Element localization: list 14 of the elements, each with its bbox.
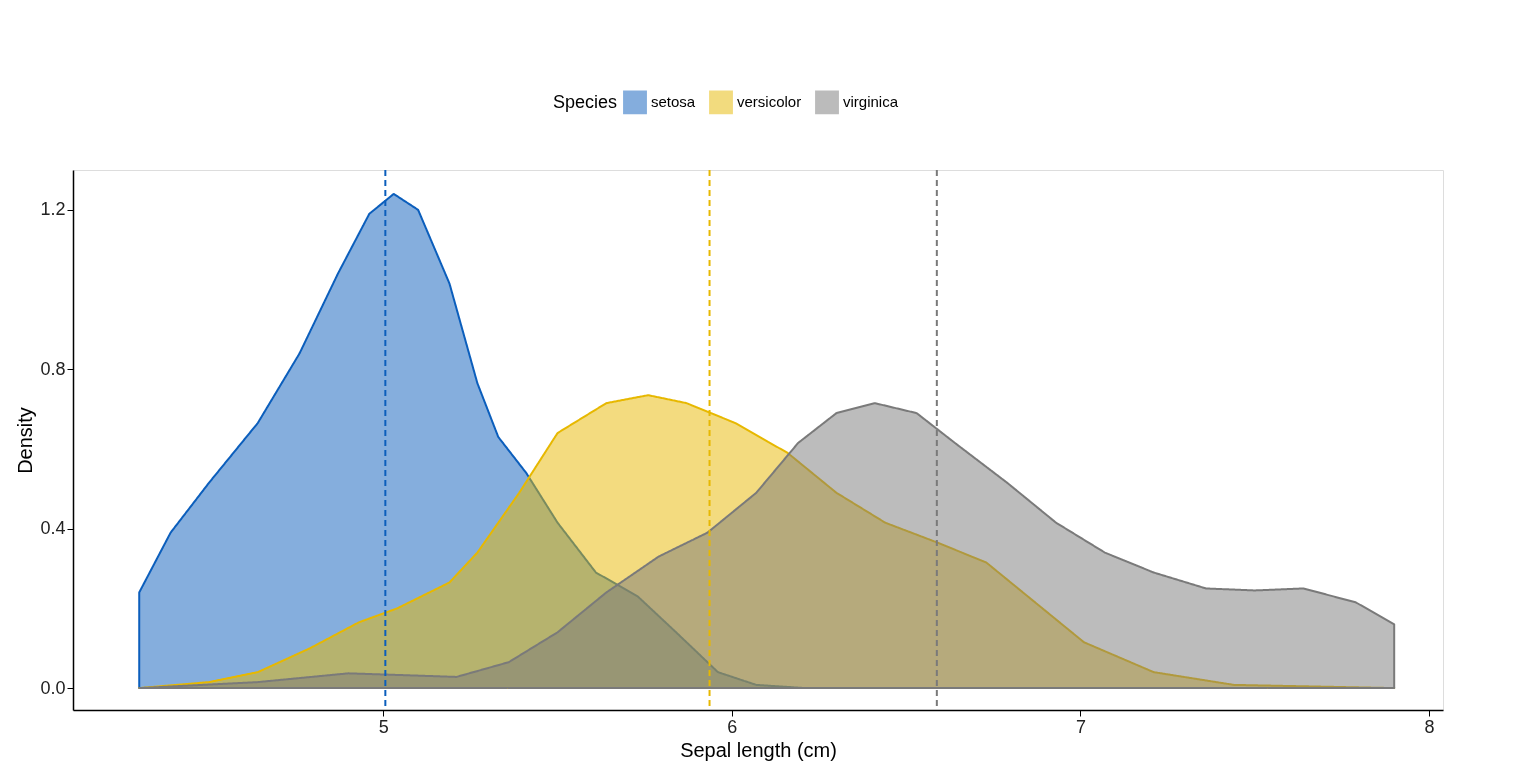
- y-tick-label: 0.4: [40, 518, 66, 539]
- x-tick-label: 7: [1075, 716, 1086, 737]
- y-tick-label: 1.2: [40, 199, 66, 220]
- x-tick-label: 5: [378, 716, 389, 737]
- legend-title: Species: [553, 92, 618, 112]
- y-tick-label: 0.8: [40, 358, 66, 379]
- legend-label: versicolor: [737, 93, 802, 111]
- y-tick-label: 0.0: [40, 677, 66, 698]
- legend-label: virginica: [843, 93, 899, 111]
- x-tick-label: 8: [1424, 716, 1435, 737]
- legend-label: setosa: [651, 93, 696, 111]
- x-axis-title: Sepal length (cm): [680, 738, 837, 761]
- y-axis-title: Density: [14, 407, 37, 474]
- x-tick-label: 6: [727, 716, 738, 737]
